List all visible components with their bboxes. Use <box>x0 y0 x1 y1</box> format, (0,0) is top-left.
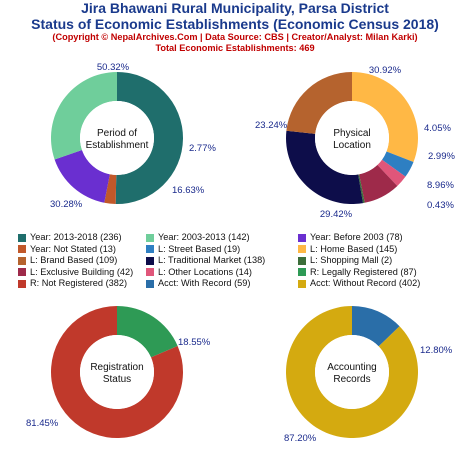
pie-slice <box>285 130 364 204</box>
legend-item: Year: 2013-2018 (236) <box>18 232 146 244</box>
legend-item: L: Shopping Mall (2) <box>298 255 458 267</box>
legend-swatch <box>298 245 306 254</box>
legend-item: L: Street Based (19) <box>146 244 298 256</box>
donut-center-label: Location <box>333 140 371 151</box>
legend-swatch <box>146 279 154 288</box>
legend-item: Year: Before 2003 (78) <box>298 232 458 244</box>
chart-header: Jira Bhawani Rural Municipality, Parsa D… <box>0 0 470 54</box>
legend-item: Acct: With Record (59) <box>146 278 298 290</box>
legend-label: L: Home Based (145) <box>310 243 398 254</box>
slice-percent-label: 23.24% <box>255 120 288 131</box>
chart-title-line-1: Jira Bhawani Rural Municipality, Parsa D… <box>81 0 389 16</box>
pie-slice <box>54 150 110 203</box>
legend-label: L: Street Based (19) <box>158 243 241 254</box>
slice-percent-label: 81.45% <box>26 418 59 429</box>
legend-label: L: Traditional Market (138) <box>158 255 266 265</box>
legend-swatch <box>146 245 154 254</box>
legend-item: L: Brand Based (109) <box>18 255 146 267</box>
pie-slice <box>381 151 414 177</box>
slice-percent-label: 4.05% <box>424 123 451 134</box>
donut-hole <box>80 101 154 175</box>
legend-label: L: Exclusive Building (42) <box>30 266 134 277</box>
pie-slice <box>115 72 183 204</box>
donut-chart: 50.32% 2.77% 16.63% 30.28% Period ofEstablis… <box>50 62 216 210</box>
legend-label: Year: 2013-2018 (236) <box>30 232 122 242</box>
slice-percent-label: 8.96% <box>427 180 454 191</box>
pie-slice <box>50 306 183 439</box>
pie-slice <box>117 306 178 358</box>
donut-center-label: Establishment <box>86 140 149 151</box>
slice-percent-label: 2.99% <box>428 151 455 162</box>
legend-item: L: Exclusive Building (42) <box>18 267 146 279</box>
legend-label: Year: 2003-2013 (142) <box>158 232 250 242</box>
legend-item: L: Traditional Market (138) <box>146 255 298 267</box>
slice-percent-label: 50.32% <box>97 62 130 73</box>
donut-center-label: Period of <box>97 128 137 139</box>
pie-slice <box>377 159 406 186</box>
legend-item: L: Home Based (145) <box>298 244 458 256</box>
slice-percent-label: 30.28% <box>50 199 83 210</box>
legend-item: Year: Not Stated (13) <box>18 244 146 256</box>
slice-percent-label: 18.55% <box>178 337 211 348</box>
slice-percent-label: 0.43% <box>427 200 454 211</box>
chart-title-line-2: Status of Economic Establishments (Econo… <box>31 16 439 32</box>
pie-slice <box>358 174 365 204</box>
pie-slice <box>104 174 117 204</box>
legend-label: Acct: Without Record (402) <box>310 278 421 288</box>
legend-label: L: Shopping Mall (2) <box>310 255 393 265</box>
donut-center-label: Status <box>103 374 131 385</box>
legend-swatch <box>298 279 306 288</box>
total-establishments: Total Economic Establishments: 469 <box>155 43 315 53</box>
legend-label: R: Not Registered (382) <box>30 278 128 288</box>
donut-hole <box>315 335 389 409</box>
legend-item: Acct: Without Record (402) <box>298 278 458 290</box>
legend-swatch <box>18 245 26 254</box>
legend-label: Year: Before 2003 (78) <box>310 232 403 242</box>
legend-swatch <box>18 268 26 277</box>
donut-center-label: Registration <box>90 362 143 373</box>
donut-hole <box>315 101 389 175</box>
donut-center-label: Physical <box>333 128 370 139</box>
donut-center-label: Accounting <box>327 362 376 373</box>
legend-swatch <box>18 279 26 288</box>
legend-label: L: Brand Based (109) <box>30 255 118 265</box>
pie-slice <box>50 72 117 160</box>
legend-swatch <box>298 256 306 265</box>
legend-label: Acct: With Record (59) <box>158 278 251 288</box>
slice-percent-label: 87.20% <box>284 433 317 444</box>
pie-slice <box>359 164 398 203</box>
legend-item: Year: 2003-2013 (142) <box>146 232 298 244</box>
legend-swatch <box>146 256 154 265</box>
pie-slice <box>352 306 400 347</box>
pie-slice <box>352 72 418 162</box>
pie-slice <box>286 306 419 439</box>
legend-swatch <box>298 268 306 277</box>
legend-item: L: Other Locations (14) <box>146 267 298 279</box>
pie-slice <box>286 72 352 134</box>
legend-swatch <box>146 233 154 242</box>
donut-hole <box>80 335 154 409</box>
legend-swatch <box>298 233 306 242</box>
slice-percent-label: 2.77% <box>189 143 216 154</box>
legend-item: R: Legally Registered (87) <box>298 267 458 279</box>
slice-percent-label: 12.80% <box>420 345 453 356</box>
slice-percent-label: 29.42% <box>320 209 353 220</box>
legend-swatch <box>146 268 154 277</box>
legend-item: R: Not Registered (382) <box>18 278 146 290</box>
donut-center-label: Records <box>333 374 370 385</box>
legend: Year: 2013-2018 (236) Year: 2003-2013 (14… <box>18 232 458 290</box>
legend-label: R: Legally Registered (87) <box>310 266 417 277</box>
slice-percent-label: 30.92% <box>369 65 402 76</box>
legend-label: Year: Not Stated (13) <box>30 243 116 254</box>
donut-chart: 30.92% 4.05% 2.99% 8.96% 0.43% 29.42% 23.24% Ph… <box>255 65 455 220</box>
legend-swatch <box>18 233 26 242</box>
legend-swatch <box>18 256 26 265</box>
slice-percent-label: 16.63% <box>172 185 205 196</box>
legend-label: L: Other Locations (14) <box>158 266 252 277</box>
copyright-line: (Copyright © NepalArchives.Com | Data So… <box>52 32 418 42</box>
